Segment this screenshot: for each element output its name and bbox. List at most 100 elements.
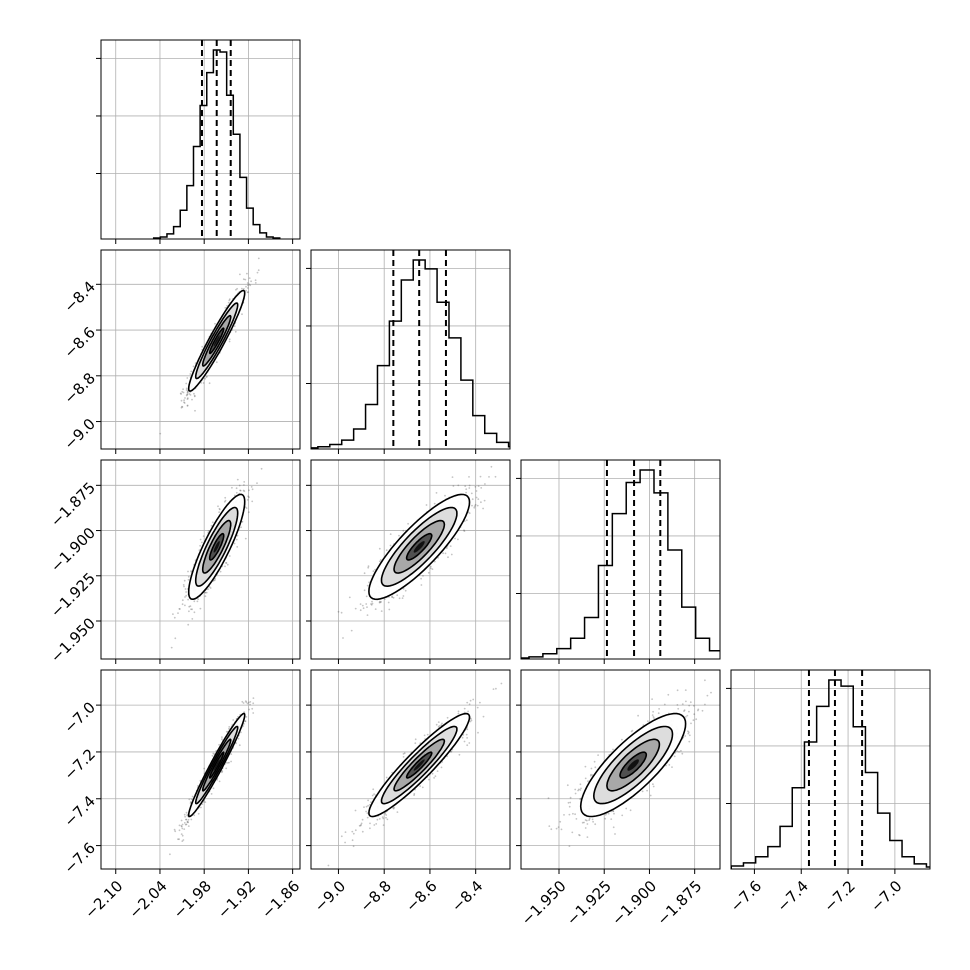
scatter-point [246,282,249,284]
contour-line-1 [194,302,239,380]
scatter-point [482,507,484,510]
scatter-point [205,591,208,594]
scatter-point [401,597,404,599]
scatter-point [191,608,193,611]
scatter-point [218,780,221,783]
scatter-point [555,827,558,830]
scatter-point [429,565,432,568]
scatter-point [492,688,495,690]
scatter-point [352,845,355,848]
scatter-point [187,598,189,601]
scatter-point [378,547,381,550]
scatter-point [189,373,192,375]
scatter-point [242,702,245,704]
scatter-point [471,504,473,507]
scatter-point [245,289,247,292]
scatter-point [378,601,381,604]
scatter-point [590,767,593,770]
scatter-point [180,824,183,827]
scatter-point [366,606,368,608]
scatter-point [697,709,699,712]
scatter-point [470,492,473,495]
scatter-point [254,279,257,282]
scatter-point [488,476,490,478]
scatter-point [244,537,247,540]
scatter-point [653,717,655,719]
scatter-point [433,777,435,779]
scatter-point [187,570,189,573]
scatter-point [190,798,193,801]
scatter-point [466,701,469,704]
scatter-point [470,719,473,722]
scatter-point [209,587,212,589]
scatter-point [186,814,189,817]
scatter-point [367,804,369,807]
scatter-point [435,723,438,726]
scatter-point [378,560,381,563]
scatter-point [359,609,362,612]
scatter-point [447,556,449,559]
scatter-point [199,779,202,782]
density-fill-4 [213,541,220,553]
scatter-point [434,775,437,778]
contour-line-2 [201,519,232,574]
scatter-point [228,726,231,728]
scatter-point [431,772,434,775]
scatter-point [196,600,199,603]
scatter-point [375,823,378,825]
scatter-point [233,542,236,545]
scatter-point [462,734,465,736]
scatter-point [244,720,247,722]
scatter-point [191,398,193,401]
scatter-point [182,839,185,841]
scatter-point [200,806,202,809]
scatter-point [186,820,189,823]
scatter-point [230,753,233,755]
scatter-point [444,494,446,497]
scatter-point [426,733,429,736]
scatter-point [380,610,383,612]
scatter-point [590,773,592,776]
scatter-point [180,393,182,395]
scatter-point [367,565,370,568]
scatter-point [189,801,192,803]
scatter-point [474,503,477,506]
scatter-point [372,570,375,573]
scatter-point [437,721,440,723]
scatter-point [228,340,231,343]
scatter-point [206,375,208,378]
scatter-point [550,828,553,831]
scatter-point [186,377,189,379]
scatter-point [228,761,230,764]
scatter-point [368,581,370,584]
scatter-point [236,287,239,290]
scatter-point [180,819,183,822]
scatter-point [214,322,216,325]
scatter-point [185,387,188,390]
scatter-point [186,821,189,824]
scatter-point [380,601,382,603]
scatter-point [382,817,385,820]
scatter-point [242,725,245,727]
scatter-point [473,505,476,507]
scatter-point [358,824,361,827]
scatter-point [372,788,375,791]
scatter-point [178,824,181,827]
scatter-point [366,812,369,815]
scatter-point [221,738,223,741]
scatter-point [221,736,223,738]
scatter-point [352,832,355,835]
scatter-point [185,811,188,814]
scatter-point [580,787,582,790]
scatter-point [180,406,183,409]
scatter-point [214,577,217,580]
scatter-point [388,608,391,611]
scatter-point [186,404,189,407]
scatter-point [192,365,195,368]
scatter-point [382,824,385,826]
panel-frame [100,669,301,870]
scatter-point [467,710,469,713]
scatter-point [182,584,185,586]
scatter-point [586,836,589,838]
scatter-point [186,393,189,396]
